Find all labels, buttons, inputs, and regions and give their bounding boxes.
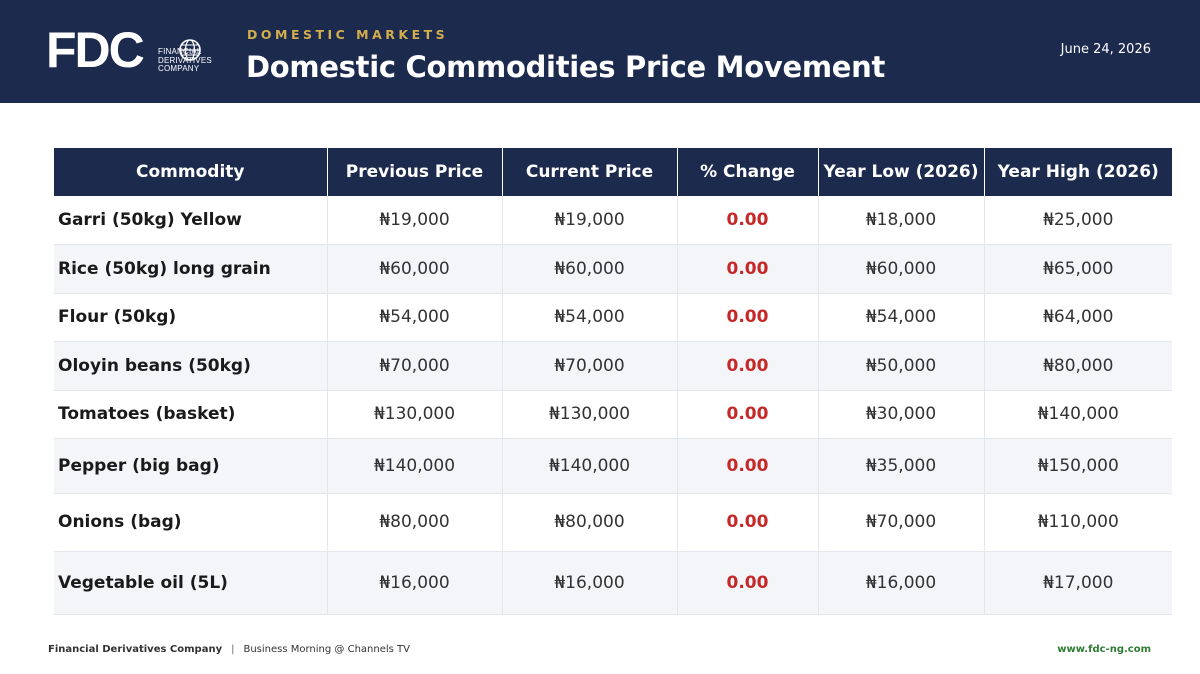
cell-year-low: ₦30,000 [818,390,985,439]
column-header-commodity: Commodity [54,148,328,196]
footer-program: Business Morning @ Channels TV [243,644,410,655]
cell-year-high: ₦80,000 [984,341,1172,391]
footer-company: Financial Derivatives Company [48,644,223,655]
table-row: Garri (50kg) Yellow ₦19,000 ₦19,000 0.00 ₦18… [54,196,1172,245]
column-header-percent-change: % Change [677,148,819,196]
report-date: June 24, 2026 [1060,42,1151,57]
footer-website-link[interactable]: www.fdc-ng.com [1057,644,1151,655]
table-row: Oloyin beans (50kg) ₦70,000 ₦70,000 0.00 ₦50… [54,341,1172,391]
table-header-row: Commodity Previous Price Current Price% Ch… [54,148,1172,196]
cell-year-high: ₦64,000 [984,293,1172,342]
cell-current-price: ₦80,000 [502,493,678,552]
cell-percent-change: 0.00 [677,293,819,342]
section-label: DOMESTIC MARKETS [247,27,449,42]
logo-company-name: FINANCIAL DERIVATIVES COMPANY [158,47,258,74]
cell-commodity: Onions (bag) [54,493,328,552]
cell-year-low: ₦54,000 [818,293,985,342]
cell-year-high: ₦140,000 [984,390,1172,439]
cell-commodity: Oloyin beans (50kg) [54,341,328,391]
cell-year-high: ₦17,000 [984,551,1172,615]
commodity-price-table: Commodity Previous Price Current Price% Ch… [54,148,1172,615]
fdc-logo: FDC FINANCIAL DERIVATIVES COMPANY [46,22,216,78]
header-bar: FDC FINANCIAL DERIVATIVES COMPANY DOMEST… [0,0,1200,103]
cell-year-low: ₦18,000 [818,196,985,245]
table-row: Vegetable oil (5L) ₦16,000 ₦16,000 0.00 ₦16,… [54,551,1172,615]
cell-percent-change: 0.00 [677,493,819,552]
cell-year-high: ₦65,000 [984,244,1172,294]
cell-commodity: Rice (50kg) long grain [54,244,328,294]
page-title: Domestic Commodities Price Movement [246,50,886,84]
cell-percent-change: 0.00 [677,551,819,615]
cell-commodity: Flour (50kg) [54,293,328,342]
cell-previous-price: ₦19,000 [327,196,503,245]
table-body: Garri (50kg) Yellow ₦19,000 ₦19,000 0.00 ₦18… [54,196,1172,615]
cell-percent-change: 0.00 [677,244,819,294]
cell-percent-change: 0.00 [677,390,819,439]
table-row: Flour (50kg) ₦54,000 ₦54,000 0.00 ₦54,000 ₦64… [54,293,1172,342]
cell-current-price: ₦16,000 [502,551,678,615]
cell-year-high: ₦110,000 [984,493,1172,552]
column-header-year-high: Year High (2026) [984,148,1172,196]
column-header-previous-price: Previous Price [327,148,503,196]
cell-current-price: ₦140,000 [502,438,678,494]
column-header-current-price: Current Price [502,148,678,196]
cell-previous-price: ₦54,000 [327,293,503,342]
cell-commodity: Pepper (big bag) [54,438,328,494]
cell-year-low: ₦35,000 [818,438,985,494]
cell-commodity: Tomatoes (basket) [54,390,328,439]
cell-year-high: ₦25,000 [984,196,1172,245]
cell-percent-change: 0.00 [677,196,819,245]
cell-current-price: ₦19,000 [502,196,678,245]
logo-letters: FDC [46,22,145,78]
cell-year-low: ₦60,000 [818,244,985,294]
logo-line-3: COMPANY [158,64,200,73]
cell-current-price: ₦60,000 [502,244,678,294]
cell-current-price: ₦130,000 [502,390,678,439]
globe-icon [179,39,201,61]
cell-current-price: ₦70,000 [502,341,678,391]
cell-current-price: ₦54,000 [502,293,678,342]
cell-previous-price: ₦60,000 [327,244,503,294]
cell-previous-price: ₦130,000 [327,390,503,439]
cell-commodity: Garri (50kg) Yellow [54,196,328,245]
table-row: Onions (bag) ₦80,000 ₦80,000 0.00 ₦70,000 ₦11… [54,493,1172,552]
table-row: Pepper (big bag) ₦140,000 ₦140,000 0.00 ₦35,… [54,438,1172,494]
column-header-year-low: Year Low (2026) [818,148,985,196]
cell-previous-price: ₦80,000 [327,493,503,552]
cell-year-high: ₦150,000 [984,438,1172,494]
footer-separator: | [231,644,235,655]
cell-previous-price: ₦16,000 [327,551,503,615]
cell-previous-price: ₦140,000 [327,438,503,494]
table-row: Tomatoes (basket) ₦130,000 ₦130,000 0.00 ₦30… [54,390,1172,439]
footer-credits: Financial Derivatives Company | Business M… [48,644,410,655]
cell-year-low: ₦50,000 [818,341,985,391]
cell-percent-change: 0.00 [677,341,819,391]
logo-line-2: DERIVATIVES [158,55,212,65]
logo-line-1: FINANCIAL [158,47,202,56]
cell-year-low: ₦16,000 [818,551,985,615]
cell-year-low: ₦70,000 [818,493,985,552]
cell-previous-price: ₦70,000 [327,341,503,391]
cell-percent-change: 0.00 [677,438,819,494]
cell-commodity: Vegetable oil (5L) [54,551,328,615]
table-row: Rice (50kg) long grain ₦60,000 ₦60,000 0.00… [54,244,1172,294]
